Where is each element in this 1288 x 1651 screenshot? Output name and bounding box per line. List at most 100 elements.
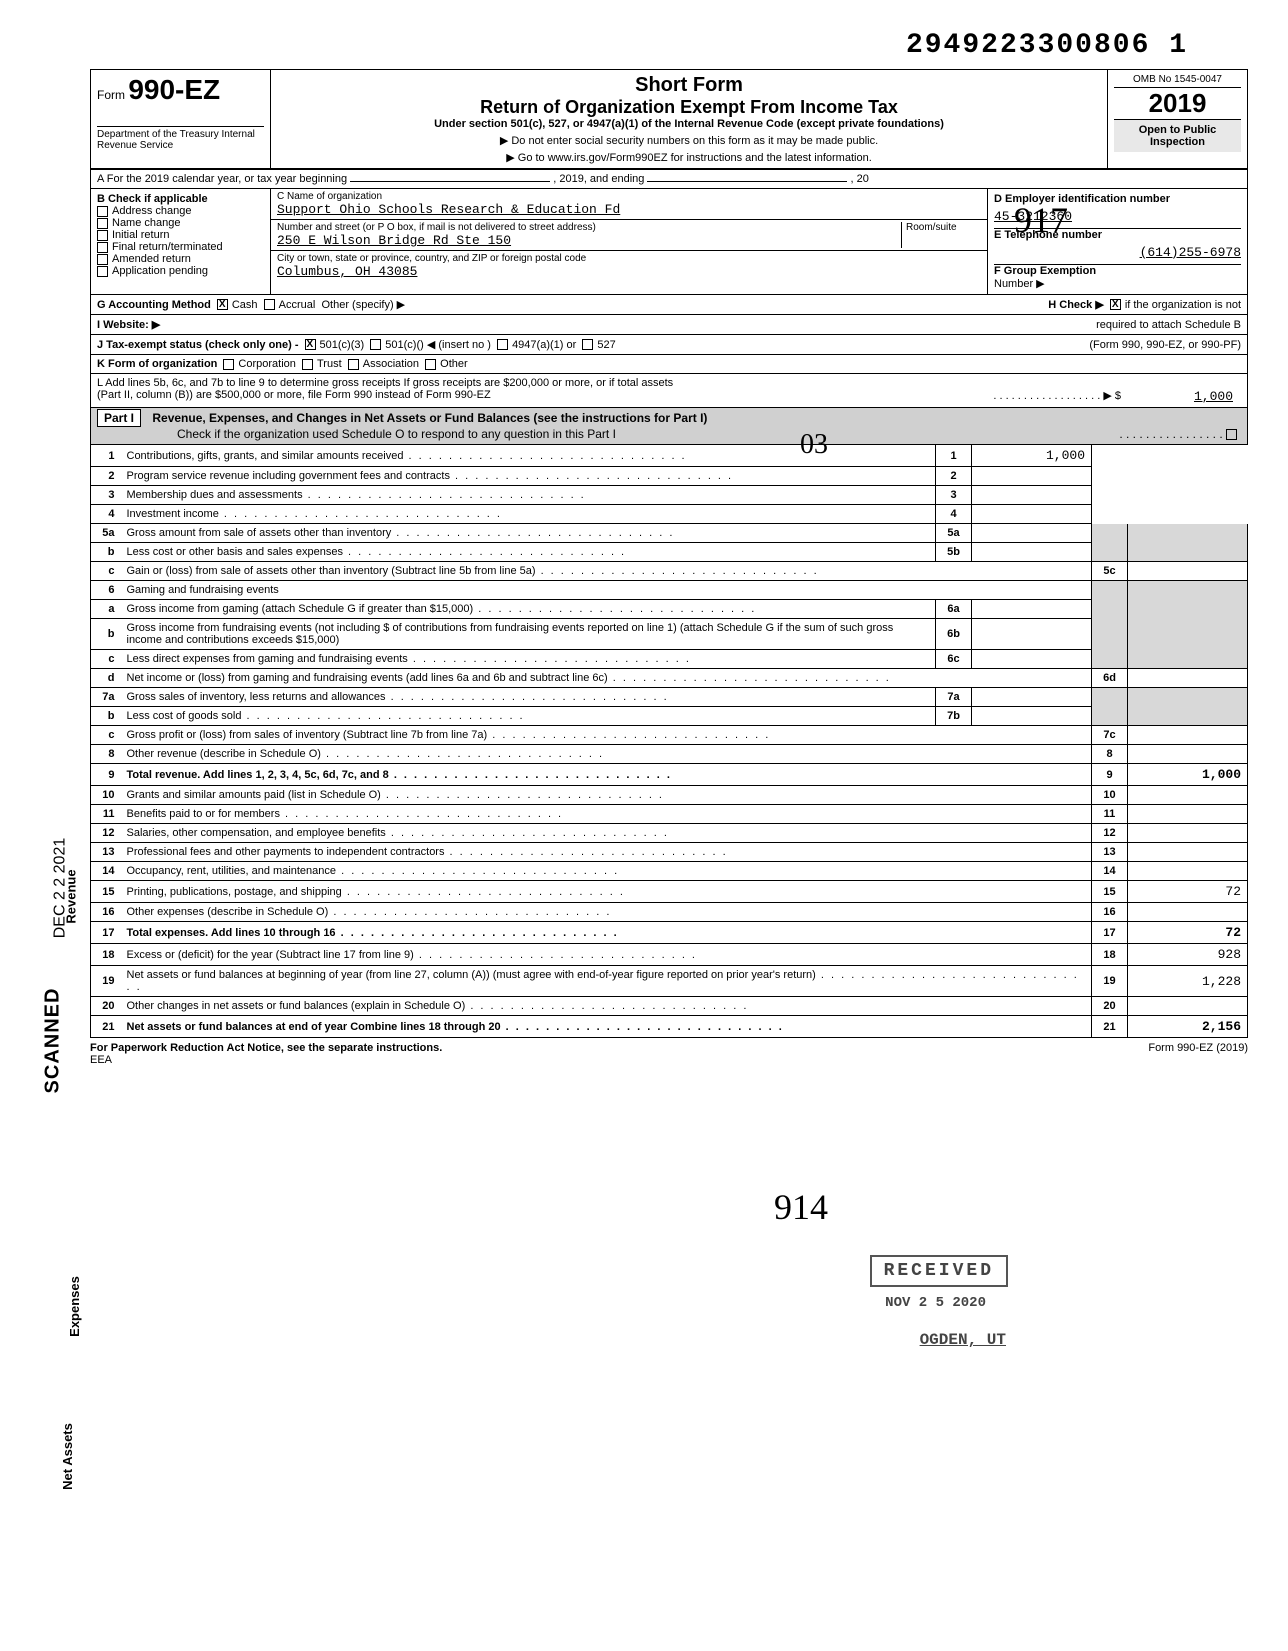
- line-6d-amt: [1128, 669, 1248, 688]
- part1-check-text: Check if the organization used Schedule …: [177, 427, 616, 441]
- line-18-rnum: 18: [1092, 944, 1128, 966]
- handwriting-3: 03: [800, 429, 828, 461]
- line-6a-mnum: 6a: [936, 600, 972, 619]
- line-3-num: 3: [91, 486, 121, 505]
- line-9-text: Total revenue. Add lines 1, 2, 3, 4, 5c,…: [121, 764, 1092, 786]
- chk-name-change[interactable]: [97, 218, 108, 229]
- line-14-amt: [1128, 862, 1248, 881]
- line-10-amt: [1128, 786, 1248, 805]
- form-number-cell: Form 990-EZ Department of the Treasury I…: [91, 70, 271, 169]
- line-6-shade-amt: [1128, 581, 1248, 669]
- line-20-rnum: 20: [1092, 997, 1128, 1016]
- form-wrapper: DEC 2 2 2021 SCANNED Revenue Expenses Ne…: [40, 69, 1248, 1066]
- line-6c-mamt: [972, 650, 1092, 669]
- chk-501c3[interactable]: [305, 339, 316, 350]
- line-18-amt: 928: [1128, 944, 1248, 966]
- row-l-text1: L Add lines 5b, 6c, and 7b to line 9 to …: [97, 377, 1241, 389]
- line-2-text: Program service revenue including govern…: [121, 467, 936, 486]
- chk-amended[interactable]: [97, 254, 108, 265]
- chk-final[interactable]: [97, 242, 108, 253]
- col-c: C Name of organization Support Ohio Scho…: [271, 189, 987, 294]
- footer: For Paperwork Reduction Act Notice, see …: [90, 1042, 1248, 1066]
- side-stamp-scanned: SCANNED: [41, 988, 64, 1094]
- line-20-num: 20: [91, 997, 121, 1016]
- row-g: G Accounting Method Cash Accrual Other (…: [90, 295, 1248, 315]
- line-21-num: 21: [91, 1016, 121, 1038]
- chk-4947[interactable]: [497, 339, 508, 350]
- line-5b-mnum: 5b: [936, 543, 972, 562]
- chk-accrual[interactable]: [264, 299, 275, 310]
- line-6d-num: d: [91, 669, 121, 688]
- city-block: City or town, state or province, country…: [271, 251, 987, 281]
- lbl-amended: Amended return: [112, 253, 191, 265]
- line-19-num: 19: [91, 966, 121, 997]
- part1-title: Revenue, Expenses, and Changes in Net As…: [152, 411, 707, 425]
- line-8-rnum: 8: [1092, 745, 1128, 764]
- chk-schedule-o[interactable]: [1226, 429, 1237, 440]
- footer-eea: EEA: [90, 1054, 112, 1066]
- handwriting-2: 914: [0, 1186, 828, 1228]
- line-5ab-shade-amt: [1128, 524, 1248, 562]
- org-name-label: C Name of organization: [277, 191, 981, 202]
- line-6: 6Gaming and fundraising events: [91, 581, 1248, 600]
- line-13-rnum: 13: [1092, 843, 1128, 862]
- row-l-amount: 1,000: [1121, 389, 1241, 404]
- return-title: Return of Organization Exempt From Incom…: [277, 97, 1101, 118]
- line-19-rnum: 19: [1092, 966, 1128, 997]
- row-k: K Form of organization Corporation Trust…: [90, 355, 1248, 374]
- lbl-assoc: Association: [363, 358, 419, 370]
- line-7c-num: c: [91, 726, 121, 745]
- chk-trust[interactable]: [302, 359, 313, 370]
- row-i-text: required to attach Schedule B: [1096, 319, 1241, 331]
- chk-address-change[interactable]: [97, 206, 108, 217]
- lbl-501c3: 501(c)(3): [320, 339, 365, 351]
- chk-cash[interactable]: [217, 299, 228, 310]
- line-7c-rnum: 7c: [1092, 726, 1128, 745]
- chk-initial[interactable]: [97, 230, 108, 241]
- line-7c-text: Gross profit or (loss) from sales of inv…: [121, 726, 1092, 745]
- line-17-text: Total expenses. Add lines 10 through 16: [121, 922, 1092, 944]
- line-5b-mamt: [972, 543, 1092, 562]
- warning-line: ▶ Do not enter social security numbers o…: [277, 134, 1101, 147]
- line-4-num: 4: [91, 505, 121, 524]
- line-16-text: Other expenses (describe in Schedule O): [121, 903, 1092, 922]
- barcode-number: 2949223300806 1: [40, 30, 1248, 61]
- chk-other-org[interactable]: [425, 359, 436, 370]
- line-21-text: Net assets or fund balances at end of ye…: [121, 1016, 1092, 1038]
- line-18-num: 18: [91, 944, 121, 966]
- chk-527[interactable]: [582, 339, 593, 350]
- chk-501c[interactable]: [370, 339, 381, 350]
- stamp-date: NOV 2 5 2020: [873, 1291, 998, 1315]
- line-15-text: Printing, publications, postage, and shi…: [121, 881, 1092, 903]
- line-21-amt: 2,156: [1128, 1016, 1248, 1038]
- line-13-num: 13: [91, 843, 121, 862]
- chk-h[interactable]: [1110, 299, 1121, 310]
- line-4-rnum: 4: [936, 505, 972, 524]
- row-i-label: I Website: ▶: [97, 318, 160, 331]
- lbl-accrual: Accrual: [279, 299, 316, 311]
- line-6a-num: a: [91, 600, 121, 619]
- line-6-text: Gaming and fundraising events: [121, 581, 1092, 600]
- line-20-text: Other changes in net assets or fund bala…: [121, 997, 1092, 1016]
- line-1-rnum: 1: [936, 445, 972, 467]
- line-18-text: Excess or (deficit) for the year (Subtra…: [121, 944, 1092, 966]
- line-12: 12Salaries, other compensation, and empl…: [91, 824, 1248, 843]
- line-13-amt: [1128, 843, 1248, 862]
- footer-left: For Paperwork Reduction Act Notice, see …: [90, 1042, 442, 1054]
- chk-assoc[interactable]: [348, 359, 359, 370]
- section-a-prefix: A For the 2019 calendar year, or tax yea…: [97, 173, 347, 185]
- section-a-mid: , 2019, and ending: [553, 173, 644, 185]
- line-3: 3Membership dues and assessments3: [91, 486, 1248, 505]
- chk-pending[interactable]: [97, 266, 108, 277]
- row-g-label: G Accounting Method: [97, 299, 211, 311]
- line-4-text: Investment income: [121, 505, 936, 524]
- line-20-amt: [1128, 997, 1248, 1016]
- line-10-text: Grants and similar amounts paid (list in…: [121, 786, 1092, 805]
- chk-corp[interactable]: [223, 359, 234, 370]
- line-5b: bLess cost or other basis and sales expe…: [91, 543, 1248, 562]
- lbl-cash: Cash: [232, 299, 258, 311]
- row-h-label: H Check ▶: [1048, 298, 1104, 311]
- grp-label: F Group Exemption: [994, 265, 1241, 277]
- line-2-rnum: 2: [936, 467, 972, 486]
- line-1: 1Contributions, gifts, grants, and simil…: [91, 445, 1248, 467]
